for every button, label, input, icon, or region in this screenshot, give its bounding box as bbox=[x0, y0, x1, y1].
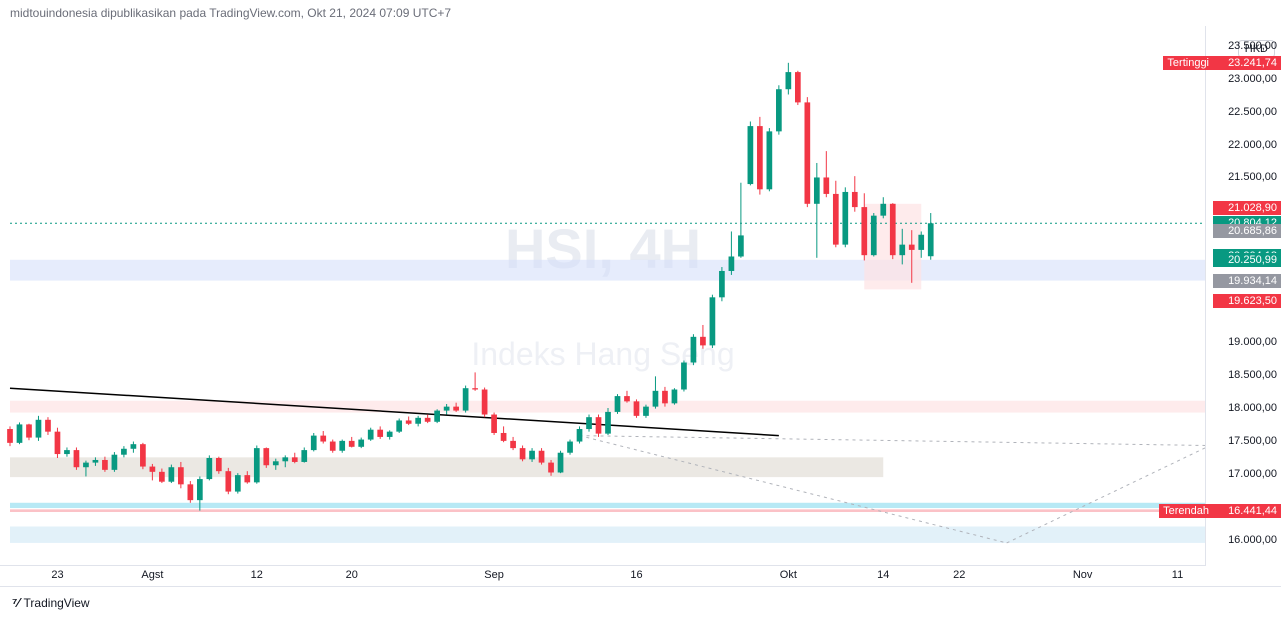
y-tick-label: 19.000,00 bbox=[1228, 336, 1277, 348]
brand-label: TradingView bbox=[24, 596, 90, 610]
y-tick-label: 18.000,00 bbox=[1228, 402, 1277, 414]
price-tag: 16.441,44 bbox=[1213, 504, 1281, 518]
y-tick-label: 22.000,00 bbox=[1228, 139, 1277, 151]
price-tag: 19.934,14 bbox=[1213, 274, 1281, 288]
price-tag: 19.623,50 bbox=[1213, 294, 1281, 308]
y-tick-label: 18.500,00 bbox=[1228, 369, 1277, 381]
x-tick-label: Nov bbox=[1073, 569, 1093, 581]
price-tag: 21.028,90 bbox=[1213, 201, 1281, 215]
chart-area[interactable]: HSI, 4H Indeks Hang Seng HKD 23.500,0023… bbox=[0, 26, 1281, 586]
y-tick-label: 21.500,00 bbox=[1228, 171, 1277, 183]
chart-svg[interactable] bbox=[0, 26, 1206, 566]
y-tick-label: 23.000,00 bbox=[1228, 73, 1277, 85]
y-tick-label: 16.000,00 bbox=[1228, 534, 1277, 546]
x-tick-label: 14 bbox=[877, 569, 889, 581]
price-tag-label: Tertinggi bbox=[1163, 56, 1213, 70]
y-tick-label: 22.500,00 bbox=[1228, 106, 1277, 118]
y-tick-label: 17.500,00 bbox=[1228, 435, 1277, 447]
y-tick-label: 23.500,00 bbox=[1228, 40, 1277, 52]
x-tick-label: 16 bbox=[630, 569, 642, 581]
footer: ⁷⁄ TradingView bbox=[0, 586, 1281, 618]
price-tag: 20.685,86 bbox=[1213, 224, 1281, 238]
price-tag-label: Terendah bbox=[1159, 504, 1213, 518]
x-tick-label: 23 bbox=[51, 569, 63, 581]
x-tick-label: 12 bbox=[251, 569, 263, 581]
x-tick-label: 11 bbox=[1172, 569, 1183, 581]
x-tick-label: 20 bbox=[346, 569, 358, 581]
x-tick-label: Agst bbox=[141, 569, 163, 581]
x-tick-label: Sep bbox=[484, 569, 504, 581]
price-tag: 23.241,74 bbox=[1213, 56, 1281, 70]
y-tick-label: 17.000,00 bbox=[1228, 468, 1277, 480]
price-axis[interactable]: HKD 23.500,0023.000,0022.500,0022.000,00… bbox=[1205, 26, 1281, 566]
x-tick-label: Okt bbox=[780, 569, 797, 581]
price-tag: 20.250,99 bbox=[1213, 253, 1281, 267]
tradingview-logo-icon: ⁷⁄ bbox=[12, 595, 20, 610]
time-axis[interactable]: 23 Agst 12 20 Sep 16 Okt 14 22 Nov 11 bbox=[0, 565, 1206, 586]
x-tick-label: 22 bbox=[953, 569, 965, 581]
publish-info: midtouindonesia dipublikasikan pada Trad… bbox=[0, 0, 1281, 26]
